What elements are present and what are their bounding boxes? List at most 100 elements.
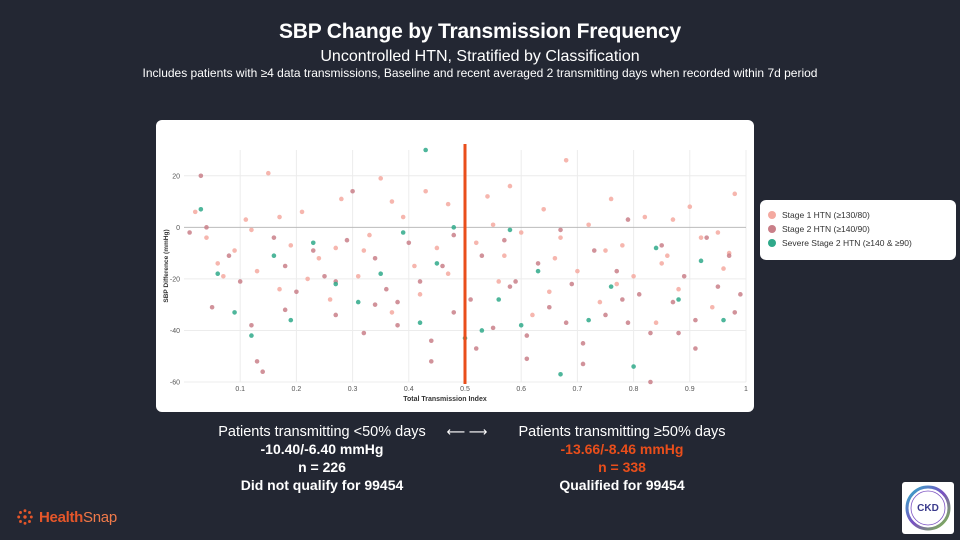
scatter-point-stage1-point [586, 222, 591, 228]
brand-name-part1: Health [39, 508, 84, 526]
scatter-point-stage1-point [266, 170, 271, 176]
scatter-point-stage1-point [327, 297, 333, 302]
scatter-point-severe-point [333, 281, 339, 287]
y-tick-label: -20 [170, 276, 180, 283]
scatter-point-severe-point [518, 322, 524, 328]
scatter-point-stage2-point [558, 227, 563, 233]
scatter-point-severe-point [417, 320, 423, 326]
right-group-label: Patients transmitting ≥50% days [518, 424, 726, 440]
scatter-point-stage2-point [440, 263, 445, 269]
scatter-point-stage2-point [350, 188, 355, 194]
scatter-point-stage1-point [412, 263, 417, 269]
brand-name-part2: Snap [83, 508, 117, 526]
scatter-point-stage2-point [451, 232, 457, 238]
ckd-logo-icon: CKD [905, 485, 951, 531]
scatter-point-stage1-point [563, 158, 569, 163]
scatter-point-severe-point [631, 364, 636, 369]
scatter-point-severe-point [249, 333, 254, 338]
x-tick-label: 0.3 [348, 386, 358, 393]
scatter-point-stage1-point [249, 227, 254, 233]
scatter-point-stage2-point [271, 235, 277, 240]
scatter-point-stage1-point [333, 245, 339, 251]
chart-legend: Stage 1 HTN (≥130/80) Stage 2 HTN (≥140/… [760, 200, 956, 260]
scatter-point-severe-point [586, 317, 591, 323]
scatter-point-stage1-point [339, 196, 344, 202]
scatter-point-stage1-point [698, 235, 704, 240]
scatter-point-severe-point [215, 271, 221, 277]
legend-label-stage2: Stage 2 HTN (≥140/90) [782, 224, 870, 234]
scatter-point-stage2-point [738, 292, 743, 297]
scatter-point-stage1-point [659, 261, 664, 266]
scatter-point-stage2-point [659, 243, 664, 248]
scatter-point-severe-point [378, 271, 383, 277]
scatter-chart: 0.1 0.2 0.3 0.4 0.5 0.6 0.7 0.8 0.9 1 -60 -40 -20 0 20… [163, 144, 748, 403]
scatter-point-stage2-point [726, 253, 732, 258]
x-tick-label: 0.4 [404, 386, 414, 393]
scatter-point-stage2-point [676, 330, 681, 336]
x-axis-label: Total Transmission Index [403, 396, 487, 403]
scatter-point-stage1-point [490, 222, 496, 228]
scatter-point-stage1-point [670, 217, 676, 222]
scatter-point-stage2-point [524, 333, 530, 338]
scatter-point-stage2-point [490, 325, 496, 331]
scatter-point-stage1-point [400, 214, 406, 220]
scatter-point-stage1-point [620, 243, 625, 248]
scatter-point-stage1-point [597, 299, 603, 305]
scatter-point-stage1-point [603, 248, 608, 253]
scatter-point-stage2-point [580, 341, 586, 346]
scatter-point-stage2-point [732, 310, 738, 315]
scatter-point-severe-point [288, 317, 294, 323]
page-subtitle: Uncontrolled HTN, Stratified by Classifi… [320, 48, 640, 65]
scatter-point-stage2-point [395, 322, 400, 328]
scatter-point-severe-point [198, 206, 204, 212]
scatter-point-stage2-point [282, 263, 288, 269]
x-tick-label: 0.1 [235, 386, 245, 393]
scatter-point-stage1-point [445, 271, 451, 277]
scatter-point-stage2-point [693, 317, 698, 323]
x-tick-label: 0.5 [460, 386, 470, 393]
scatter-point-stage1-point [687, 204, 693, 210]
scatter-point-stage1-point [254, 268, 260, 274]
scatter-point-stage2-point [294, 289, 299, 295]
scatter-point-stage2-point [187, 230, 192, 235]
scatter-point-stage2-point [322, 274, 327, 279]
scatter-point-stage2-point [372, 302, 378, 307]
scatter-point-severe-point [698, 258, 704, 264]
scatter-point-stage1-point [277, 214, 282, 220]
scatter-point-stage1-point [721, 266, 726, 271]
scatter-point-stage2-point [670, 299, 676, 305]
scatter-point-stage1-point [204, 235, 209, 240]
legend-dot-severe [768, 239, 776, 247]
scatter-point-stage1-point [653, 320, 659, 326]
scatter-point-stage2-point [451, 310, 457, 315]
x-tick-label: 0.6 [516, 386, 526, 393]
scatter-point-stage2-point [209, 304, 215, 310]
scatter-point-stage2-point [260, 369, 265, 374]
scatter-point-stage1-point [192, 209, 198, 215]
x-tick-label: 0.9 [685, 386, 695, 393]
scatter-point-severe-point [479, 328, 485, 333]
scatter-point-stage1-point [575, 268, 580, 274]
scatter-point-stage1-point [299, 209, 305, 215]
scatter-point-severe-point [434, 261, 440, 266]
y-tick-label: 0 [176, 225, 180, 232]
scatter-point-stage2-point [507, 284, 513, 289]
scatter-point-stage2-point [226, 253, 232, 258]
scatter-point-stage1-point [552, 255, 558, 261]
x-tick-label: 1 [744, 386, 748, 393]
right-group-stats: Patients transmitting ≥50% days -13.66/-… [502, 424, 742, 494]
legend-item-stage2: Stage 2 HTN (≥140/90) [768, 222, 948, 236]
x-tick-label: 0.8 [629, 386, 639, 393]
scatter-point-stage1-point [389, 199, 395, 204]
legend-dot-stage2 [768, 225, 776, 233]
scatter-point-stage1-point [277, 286, 282, 292]
left-group-label: Patients transmitting <50% days [218, 424, 426, 440]
left-group-status: Did not qualify for 99454 [240, 477, 404, 493]
scatter-point-severe-point [507, 227, 513, 233]
scatter-point-stage1-point [518, 230, 524, 235]
scatter-point-severe-point [653, 245, 659, 251]
scatter-point-stage2-point [249, 322, 254, 328]
right-group-values: -13.66/-8.46 mmHg [560, 441, 684, 457]
ckd-badge-text: CKD [917, 503, 939, 514]
scatter-point-stage2-point [625, 217, 631, 222]
